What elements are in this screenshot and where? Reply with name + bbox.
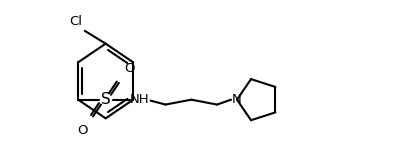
Text: NH: NH: [130, 93, 149, 106]
Text: N: N: [232, 93, 242, 106]
Text: Cl: Cl: [69, 15, 82, 28]
Text: O: O: [124, 62, 134, 75]
Text: S: S: [101, 92, 111, 107]
Text: O: O: [78, 124, 88, 137]
